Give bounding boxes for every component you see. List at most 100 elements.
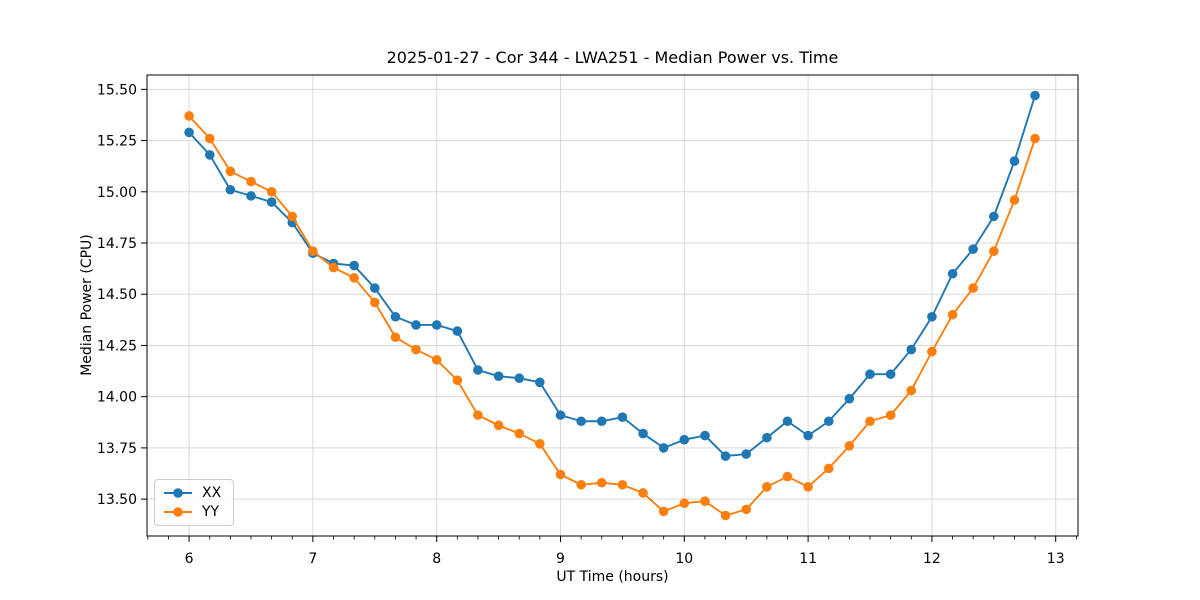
- series-YY-point: [1009, 195, 1020, 205]
- series-YY-point: [596, 477, 607, 488]
- series-XX-point: [266, 197, 277, 207]
- series-YY-point: [823, 463, 834, 474]
- series-YY-point: [803, 482, 813, 492]
- series-YY-point: [535, 439, 545, 449]
- series-YY-point: [968, 283, 978, 293]
- series-YY-point: [617, 479, 628, 490]
- series-YY-point: [287, 211, 298, 222]
- series-YY-point: [555, 469, 566, 480]
- series-XX-point: [246, 191, 256, 201]
- series-YY-point: [1030, 133, 1040, 144]
- series-YY-point: [638, 488, 648, 498]
- series-XX-point: [204, 150, 215, 160]
- series-XX-point: [679, 434, 690, 445]
- y-tick-label: 15.25: [97, 134, 137, 150]
- series-XX-point: [411, 320, 421, 330]
- series-YY-point: [246, 176, 256, 187]
- series-YY-point: [720, 510, 731, 521]
- series-XX-point: [473, 365, 483, 375]
- y-tick-label: 13.50: [97, 492, 137, 508]
- legend-item-xx: XX: [163, 485, 221, 501]
- series-YY-point: [700, 496, 710, 506]
- series-XX-point: [452, 326, 463, 336]
- series-XX-point: [1009, 156, 1020, 166]
- series-YY-point: [679, 498, 690, 509]
- series-YY-point: [431, 354, 442, 365]
- y-tick-label: 14.25: [97, 338, 137, 354]
- x-tick-label: 11: [799, 551, 817, 567]
- series-XX-point: [555, 410, 566, 420]
- series-YY-point: [989, 246, 999, 257]
- series-XX-point: [369, 283, 380, 293]
- series-XX-point: [947, 268, 958, 279]
- series-XX-point: [885, 369, 896, 379]
- x-tick-label: 7: [308, 551, 317, 567]
- series-XX-point: [720, 451, 731, 461]
- series-XX-point: [906, 344, 917, 355]
- series-YY-point: [411, 344, 421, 355]
- x-tick-label: 9: [556, 551, 565, 567]
- y-tick-label: 15.50: [97, 82, 137, 98]
- series-XX-point: [803, 430, 813, 441]
- y-tick-label: 14.50: [97, 287, 137, 303]
- series-XX-point: [576, 416, 586, 427]
- series-YY-point: [741, 504, 752, 515]
- series-XX-point: [431, 320, 442, 330]
- y-tick-label: 13.75: [97, 441, 137, 457]
- series-YY-point: [576, 479, 586, 490]
- series-XX-point: [741, 449, 752, 459]
- series-XX-point: [225, 184, 236, 195]
- y-tick-label: 15.00: [97, 185, 137, 201]
- series-YY-point: [308, 246, 318, 257]
- y-tick-label: 14.75: [97, 236, 137, 252]
- y-axis-label: Median Power (CPU): [79, 234, 95, 376]
- axes-frame: [146, 74, 1079, 537]
- series-XX-point: [493, 371, 504, 381]
- x-tick-label: 10: [675, 551, 693, 567]
- series-YY-point: [906, 385, 917, 396]
- series-XX-point: [1030, 90, 1040, 101]
- series-YY-point: [493, 420, 504, 431]
- y-tick-label: 14.00: [97, 390, 137, 406]
- series-XX-point: [844, 393, 855, 404]
- series-YY-point: [658, 506, 669, 517]
- legend-item-yy: YY: [163, 504, 221, 520]
- series-XX-point: [658, 443, 669, 453]
- legend-label-xx: XX: [202, 485, 222, 501]
- series-XX-point: [514, 373, 525, 384]
- series-XX-line: [188, 95, 1036, 458]
- legend-label-yy: YY: [202, 504, 220, 520]
- legend-marker-yy: [164, 507, 192, 517]
- series-XX-point: [989, 211, 999, 222]
- series-YY-point: [947, 309, 958, 320]
- series-XX-point: [927, 311, 937, 322]
- series-XX-point: [535, 377, 545, 388]
- series-XX-point: [617, 412, 628, 422]
- series-YY-point: [328, 262, 339, 273]
- series-YY-point: [204, 133, 215, 144]
- series-YY-point: [844, 441, 855, 451]
- series-YY-point: [225, 166, 236, 177]
- x-tick-label: 13: [1047, 551, 1065, 567]
- series-XX-point: [390, 311, 401, 322]
- series-YY-point: [865, 416, 875, 427]
- series-YY-point: [885, 410, 896, 420]
- series-YY-point: [514, 428, 525, 439]
- series-XX-point: [349, 260, 359, 271]
- chart-title: 2025-01-27 - Cor 344 - LWA251 - Median P…: [386, 48, 839, 67]
- series-XX-point: [865, 369, 875, 379]
- series-YY-point: [349, 273, 359, 283]
- legend: XX YY: [154, 479, 235, 526]
- series-XX-point: [700, 430, 710, 441]
- series-YY-point: [473, 410, 483, 420]
- series-XX-point: [638, 428, 648, 439]
- series-YY-point: [369, 297, 380, 308]
- series-YY-point: [184, 111, 194, 121]
- legend-marker-xx: [164, 488, 192, 498]
- x-tick-label: 8: [432, 551, 441, 567]
- series-XX-point: [968, 244, 978, 254]
- series-YY-point: [927, 346, 937, 357]
- x-tick-label: 12: [923, 551, 941, 567]
